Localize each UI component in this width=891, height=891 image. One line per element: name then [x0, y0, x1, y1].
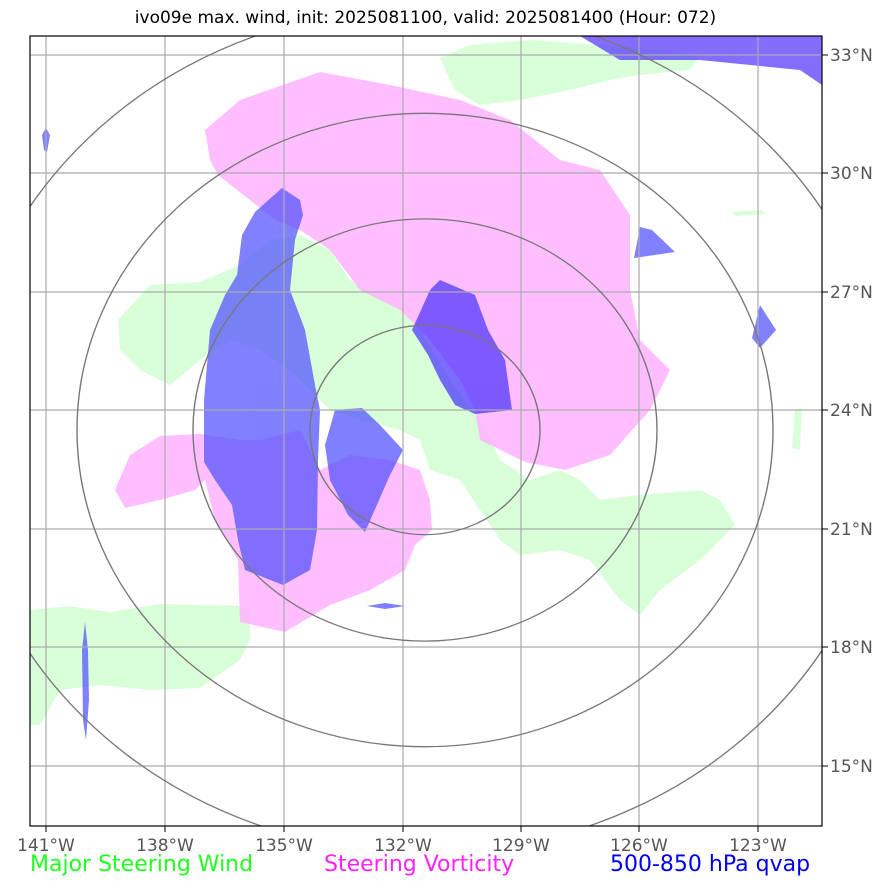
- lat-label: 24°N: [830, 401, 873, 421]
- latitude-labels: 33°N 30°N 27°N 24°N 21°N 18°N 15°N: [830, 46, 873, 777]
- lon-label: 123°W: [729, 836, 787, 856]
- lat-label: 33°N: [830, 46, 873, 66]
- lat-label: 30°N: [830, 164, 873, 184]
- qvap-region-east-small: [634, 227, 675, 258]
- range-ring-3: [76, 112, 774, 748]
- vorticity-region-main: [205, 72, 670, 470]
- qvap-layer: [42, 36, 822, 740]
- qvap-region-west: [204, 188, 320, 585]
- wind-region-east-small: [792, 408, 802, 450]
- lat-label: 27°N: [830, 283, 873, 303]
- qvap-region-sw-sliver: [82, 622, 89, 740]
- gridlines: [30, 36, 822, 826]
- range-ring-2: [192, 218, 658, 642]
- range-ring-1: [309, 324, 541, 536]
- tick-marks: [45, 54, 828, 832]
- lon-label: 138°W: [136, 836, 194, 856]
- qvap-region-east-edge: [752, 305, 776, 348]
- qvap-region-top-right: [580, 36, 822, 85]
- qvap-region-northeast: [412, 280, 512, 414]
- map-plot-area: [30, 36, 822, 826]
- lat-label: 21°N: [830, 520, 873, 540]
- lon-label: 129°W: [492, 836, 550, 856]
- lon-label: 141°W: [17, 836, 75, 856]
- range-rings: [30, 36, 822, 826]
- legend-steering-wind: Major Steering Wind: [30, 852, 254, 877]
- qvap-region-center: [325, 408, 403, 532]
- wind-region-east-sliver: [732, 210, 765, 216]
- wind-region-southwest: [30, 604, 250, 725]
- map-title: ivo09e max. wind, init: 2025081100, vali…: [134, 8, 717, 28]
- longitude-labels: 141°W 138°W 135°W 132°W 129°W 126°W 123°…: [17, 836, 787, 856]
- legend-steering-vorticity: Steering Vorticity: [324, 852, 515, 877]
- lon-label: 132°W: [374, 836, 432, 856]
- lon-label: 126°W: [610, 836, 668, 856]
- map-frame: [29, 35, 823, 827]
- lat-label: 18°N: [830, 638, 873, 658]
- qvap-region-south-sliver: [367, 603, 405, 609]
- lat-label: 15°N: [830, 757, 873, 777]
- legend-qvap: 500-850 hPa qvap: [610, 852, 811, 877]
- lon-label: 135°W: [255, 836, 313, 856]
